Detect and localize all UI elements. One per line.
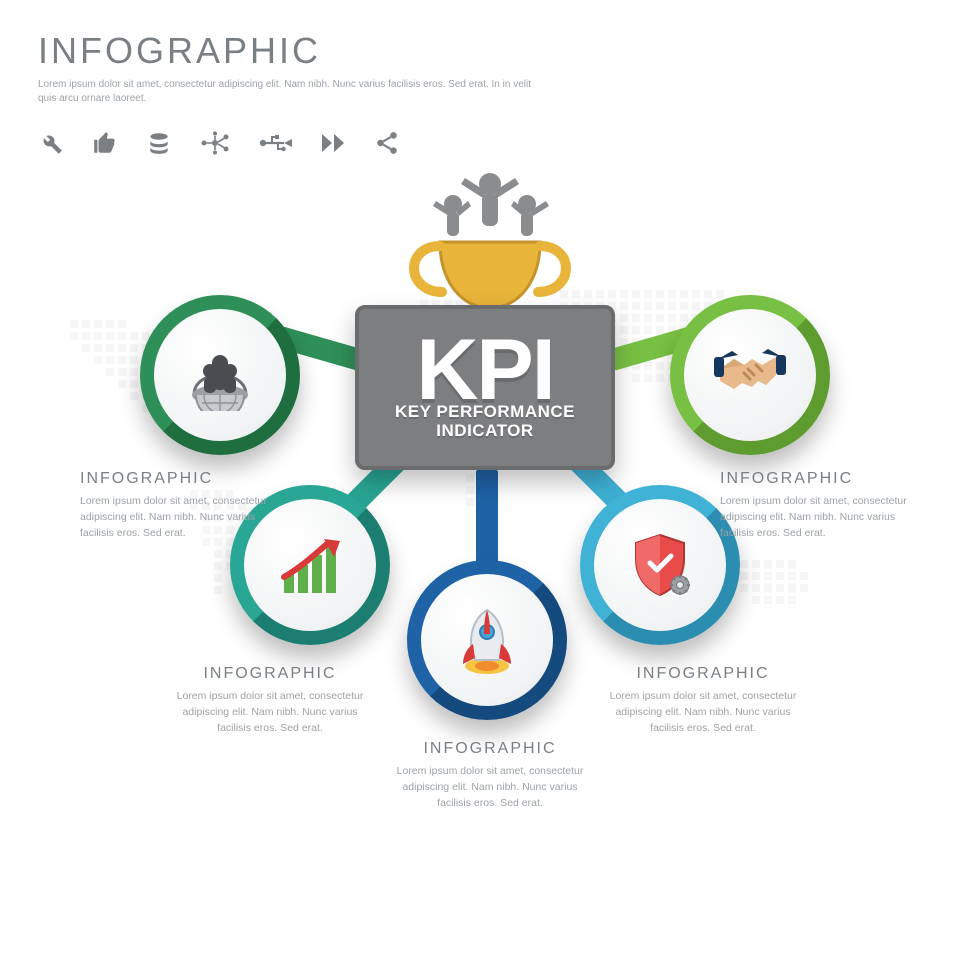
central-panel: KPI KEY PERFORMANCE INDICATOR	[355, 305, 615, 470]
shield-gear-icon	[594, 499, 726, 631]
node-text-n2: INFOGRAPHIC Lorem ipsum dolor sit amet, c…	[175, 665, 365, 736]
node-title: INFOGRAPHIC	[608, 665, 798, 683]
node-body: Lorem ipsum dolor sit amet, consectetur …	[608, 689, 798, 736]
node-title: INFOGRAPHIC	[80, 470, 270, 488]
node-body: Lorem ipsum dolor sit amet, consectetur …	[720, 494, 910, 541]
node-body: Lorem ipsum dolor sit amet, consectetur …	[175, 689, 365, 736]
node-text-n5: INFOGRAPHIC Lorem ipsum dolor sit amet, c…	[720, 470, 910, 541]
node-text-n3: INFOGRAPHIC Lorem ipsum dolor sit amet, c…	[395, 740, 585, 811]
kpi-abbr: KPI	[416, 334, 553, 407]
node-title: INFOGRAPHIC	[720, 470, 910, 488]
node-n5	[670, 295, 830, 455]
kpi-subtitle: KEY PERFORMANCE INDICATOR	[395, 403, 575, 440]
node-n3	[407, 560, 567, 720]
rocket-icon	[421, 574, 553, 706]
node-n4	[580, 485, 740, 645]
diagram: KPI KEY PERFORMANCE INDICATOR INFOGRAPHI…	[0, 0, 980, 980]
node-title: INFOGRAPHIC	[395, 740, 585, 758]
node-n1	[140, 295, 300, 455]
node-body: Lorem ipsum dolor sit amet, consectetur …	[80, 494, 270, 541]
people-globe-icon	[154, 309, 286, 441]
node-text-n4: INFOGRAPHIC Lorem ipsum dolor sit amet, c…	[608, 665, 798, 736]
node-body: Lorem ipsum dolor sit amet, consectetur …	[395, 764, 585, 811]
node-title: INFOGRAPHIC	[175, 665, 365, 683]
handshake-icon	[684, 309, 816, 441]
node-text-n1: INFOGRAPHIC Lorem ipsum dolor sit amet, c…	[80, 470, 270, 541]
